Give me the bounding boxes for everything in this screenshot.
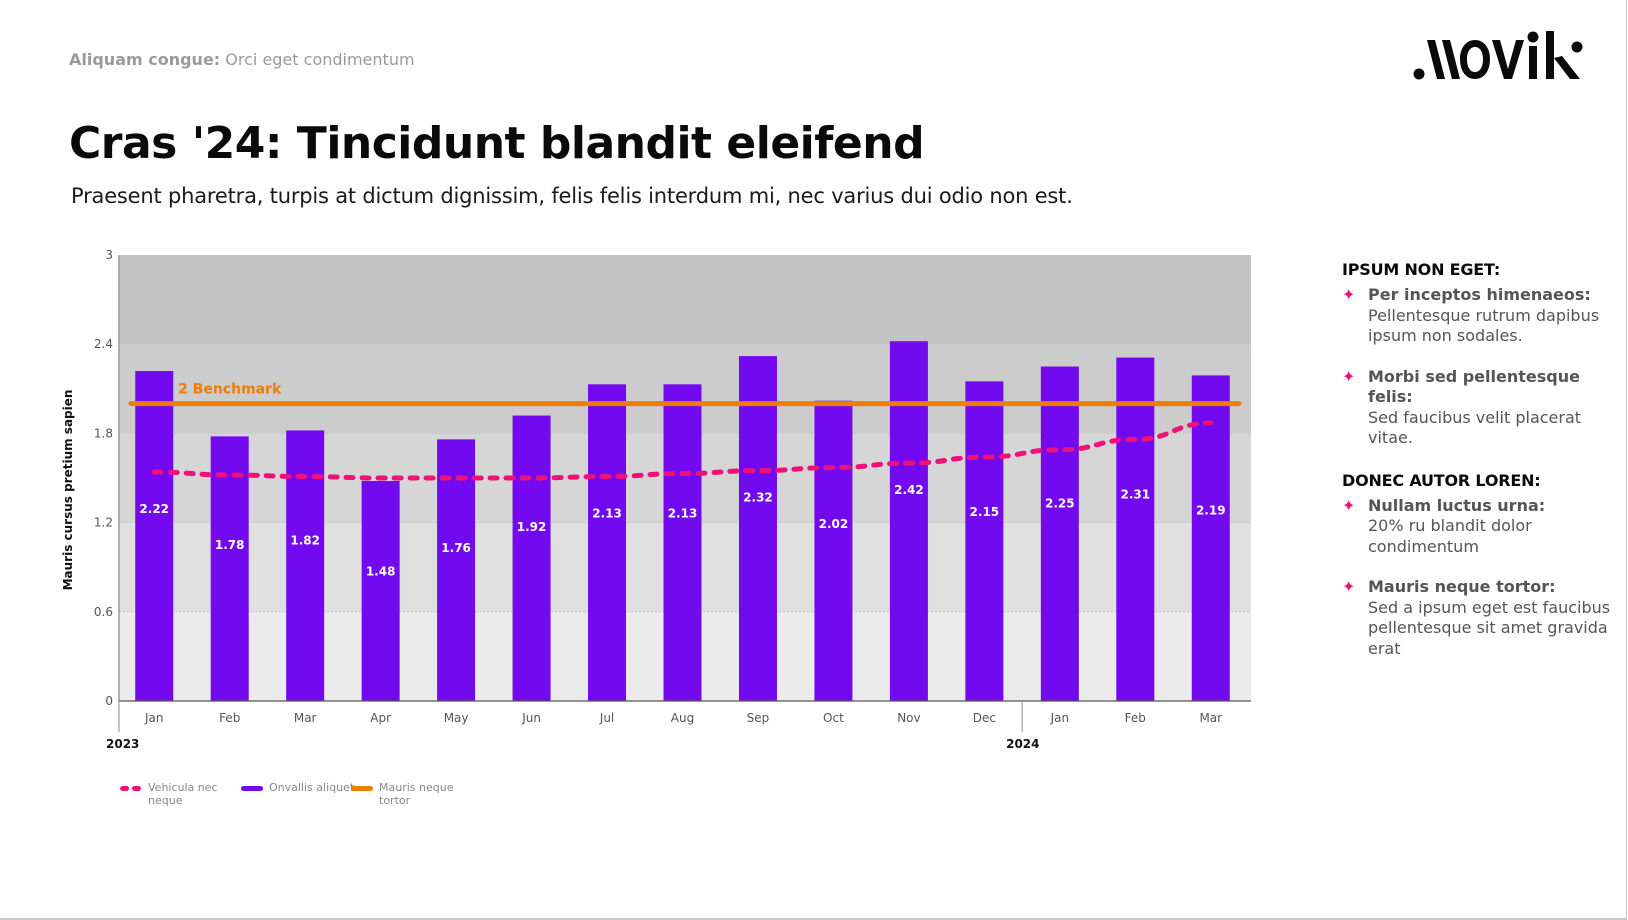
- insight-item-text: 20% ru blandit dolor condimentum: [1368, 516, 1532, 556]
- page-subtitle: Praesent pharetra, turpis at dictum dign…: [71, 184, 1073, 208]
- insight-item-title: Mauris neque tortor:: [1368, 577, 1556, 596]
- insight-item-text: Sed faucibus velit placerat vitae.: [1368, 407, 1582, 448]
- year-label: 2024: [1006, 737, 1039, 751]
- x-tick-label: Nov: [897, 711, 920, 725]
- bar: [286, 430, 325, 701]
- insight-heading: IPSUM NON EGET:: [1342, 260, 1501, 279]
- year-label: 2023: [106, 737, 139, 751]
- insight-item-title: Morbi sed pellentesque felis:: [1368, 366, 1580, 407]
- bar-chart: 0 0.6 1.2 1.8 2.4 3 Mauris cursus pretium sapi…: [61, 248, 1251, 751]
- insight-item: ✦ Mauris neque tortor: Sed a ipsum eget …: [1342, 577, 1612, 659]
- bar-value-label: 1.92: [517, 520, 547, 534]
- x-tick-label: Mar: [1199, 711, 1222, 725]
- insight-item-text: Pellentesque rutrum dapibus ipsum non so…: [1368, 305, 1600, 346]
- insight-item-text: Sed a ipsum eget est faucibus pellentesq…: [1368, 597, 1611, 658]
- bar-value-label: 1.82: [290, 533, 320, 547]
- bar-value-label: 2.31: [1120, 487, 1150, 501]
- bar: [1191, 375, 1230, 701]
- x-tick-label: Jan: [1050, 711, 1070, 725]
- kicker: Aliquam congue: Orci eget condimentum: [69, 50, 415, 69]
- bar-value-label: 2.15: [970, 505, 1000, 519]
- bar: [512, 415, 551, 701]
- insight-group: IPSUM NON EGET: ✦ Per inceptos himenaeos…: [1342, 260, 1612, 449]
- bar-value-label: 2.13: [668, 507, 698, 521]
- x-tick-label: Aug: [671, 711, 694, 725]
- four-point-star-icon: ✦: [1342, 577, 1356, 596]
- bar: [814, 400, 853, 701]
- y-tick-label: 1.8: [94, 426, 113, 440]
- bar: [588, 384, 627, 701]
- bar-value-label: 1.78: [215, 538, 245, 552]
- four-point-star-icon: ✦: [1342, 495, 1356, 515]
- bar: [889, 341, 928, 701]
- bar: [1040, 366, 1079, 701]
- y-tick-label: 0: [105, 694, 113, 708]
- bar-value-label: 2.32: [743, 490, 773, 504]
- x-tick-label: Jan: [144, 711, 164, 725]
- kicker-bold: Aliquam congue:: [69, 50, 221, 69]
- bar: [361, 480, 400, 701]
- bar: [210, 436, 249, 701]
- bar-value-label: 2.42: [894, 483, 924, 497]
- x-tick-label: Oct: [823, 711, 844, 725]
- page-title: Cras '24: Tincidunt blandit eleifend: [69, 118, 925, 169]
- bar-value-label: 1.76: [441, 541, 471, 555]
- bar-value-label: 2.25: [1045, 496, 1075, 510]
- trend-line: [151, 420, 1214, 481]
- legend-swatch-solid: [241, 786, 263, 791]
- benchmark-label: 2 Benchmark: [178, 382, 282, 398]
- movik-logo: [1413, 31, 1583, 80]
- bar: [437, 439, 476, 701]
- bar-value-label: 2.19: [1196, 504, 1226, 518]
- insight-item: ✦ Morbi sed pellentesque felis: Sed fauc…: [1342, 367, 1612, 449]
- plot-band: [119, 255, 1251, 345]
- four-point-star-icon: ✦: [1342, 366, 1356, 386]
- legend-label: Onvallis aliquet: [269, 781, 355, 794]
- insights-sidebar: IPSUM NON EGET: ✦ Per inceptos himenaeos…: [1342, 260, 1612, 681]
- bar: [738, 356, 777, 701]
- four-point-star-icon: ✦: [1342, 285, 1356, 304]
- x-tick-label: Jun: [521, 711, 541, 725]
- bar: [663, 384, 702, 701]
- bar-value-label: 1.48: [366, 565, 396, 579]
- legend-swatch-solid: [351, 786, 373, 791]
- x-tick-label: Dec: [973, 711, 996, 725]
- bar: [965, 381, 1004, 701]
- y-tick-label: 1.2: [94, 516, 113, 530]
- x-tick-label: Sep: [747, 711, 770, 725]
- bar-value-label: 2.13: [592, 507, 622, 521]
- insight-item-title: Nullam luctus urna:: [1368, 495, 1546, 515]
- bar: [1116, 357, 1155, 701]
- x-tick-label: May: [444, 711, 469, 725]
- bar: [135, 370, 174, 701]
- y-tick-label: 0.6: [94, 605, 113, 619]
- legend-label: Mauris neque tortor: [379, 781, 454, 807]
- kicker-rest: Orci eget condimentum: [220, 50, 415, 69]
- x-tick-label: Feb: [1125, 711, 1146, 725]
- insight-item: ✦ Nullam luctus urna: 20% ru blandit dol…: [1342, 496, 1612, 558]
- y-tick-label: 3: [105, 248, 113, 262]
- x-tick-label: Apr: [370, 711, 391, 725]
- y-tick-label: 2.4: [94, 337, 113, 351]
- x-tick-label: Jul: [599, 711, 614, 725]
- bar-value-label: 2.02: [819, 517, 849, 531]
- bar-value-label: 2.22: [139, 502, 169, 516]
- legend-swatch-dashed: [120, 786, 141, 791]
- insight-heading: DONEC AUTOR LOREN:: [1342, 470, 1541, 490]
- x-tick-label: Feb: [219, 711, 240, 725]
- legend-label: Vehicula nec neque: [148, 781, 218, 807]
- insight-item: ✦ Per inceptos himenaeos: Pellentesque r…: [1342, 285, 1612, 347]
- y-axis-title: Mauris cursus pretium sapien: [61, 390, 75, 591]
- insight-group: DONEC AUTOR LOREN: ✦ Nullam luctus urna:…: [1342, 471, 1612, 660]
- x-tick-label: Mar: [294, 711, 317, 725]
- insight-item-title: Per inceptos himenaeos:: [1368, 285, 1591, 304]
